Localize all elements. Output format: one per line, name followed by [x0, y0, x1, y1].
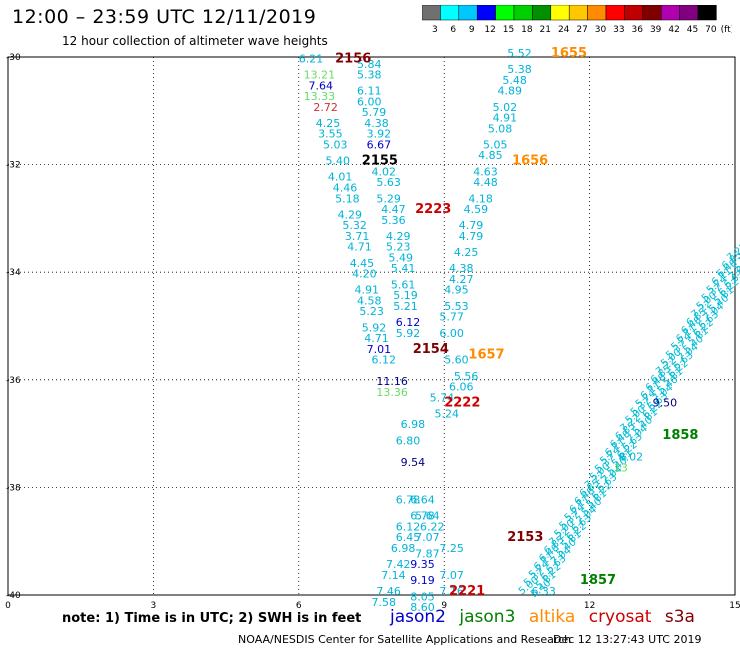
swh-value-label: 5.21 [393, 300, 418, 313]
swh-value-label: 7.07 [415, 531, 440, 544]
swh-value-label: 6.98 [391, 542, 416, 555]
swh-value-label: 4.48 [473, 176, 498, 189]
swh-value-label: 6.98 [401, 418, 426, 431]
swh-value-label: 6.33 [531, 585, 556, 598]
track-time-label: 2221 [449, 584, 485, 599]
swh-value-label: 5.23 [359, 305, 384, 318]
track-time-label: 2223 [415, 202, 451, 217]
swh-value-label: 4.59 [464, 203, 489, 216]
track-time-label: 2222 [444, 396, 480, 411]
track-time-label: 2154 [413, 342, 449, 357]
swh-value-label: 6.12 [372, 354, 397, 367]
track-time-label: 2155 [362, 154, 398, 169]
swh-value-label: 5.08 [488, 122, 513, 135]
track-time-label: 2153 [507, 530, 543, 545]
swh-value-label: 5.38 [357, 69, 382, 82]
track-time-label: 1858 [662, 428, 698, 443]
swh-value-label: 13.36 [376, 386, 408, 399]
legend-jason3: jason3 [459, 607, 515, 627]
y-tick-label: -38 [6, 483, 21, 493]
swh-value-label: 9.35 [410, 558, 435, 571]
swh-value-label: 5.41 [391, 262, 416, 275]
generated-timestamp: Dec 12 13:27:43 UTC 2019 [553, 633, 701, 646]
y-tick-label: -30 [6, 53, 21, 63]
swh-value-label: 9.50 [653, 397, 678, 410]
swh-value-label: 9.54 [401, 456, 426, 469]
legend-jason2: jason2 [390, 607, 446, 627]
legend-s3a: s3a [665, 607, 695, 627]
satellite-legend: jason2 jason3 altika cryosat s3a [390, 607, 703, 627]
swh-value-label: 5.18 [335, 192, 360, 205]
swh-value-label: 4.20 [352, 268, 377, 281]
legend-cryosat: cryosat [589, 607, 652, 627]
swh-labels: 6.21 5.84 13.21 5.38 7.64 6.11 13.33 6.00 2.72 5.… [299, 47, 677, 614]
track-time-label: 1657 [468, 347, 504, 362]
swh-value-label: 2.72 [313, 101, 338, 114]
legend-altika: altika [529, 607, 576, 627]
swh-value-label: 5.92 [396, 327, 421, 340]
swh-value-label: 4.71 [347, 241, 372, 254]
wave-height-map: 0 3 6 9 12 15-30-32-34-36-38-40 5.005.405.375.… [0, 0, 740, 650]
y-tick-label: -34 [6, 268, 21, 278]
swh-value-label: 4.25 [454, 246, 479, 259]
swh-value-label: 5.52 [507, 47, 532, 60]
track-time-label: 1857 [580, 573, 616, 588]
swh-value-label: 6.80 [396, 434, 421, 447]
swh-value-label: 7.25 [439, 542, 464, 555]
swh-value-label: 9.19 [410, 574, 435, 587]
swh-value-label: 4.85 [478, 149, 503, 162]
x-tick-label: 15 [729, 601, 740, 611]
swh-value-label: 6.21 [299, 52, 324, 65]
swh-value-label: 4.89 [498, 85, 522, 98]
swh-value-label: 13 [614, 461, 628, 474]
x-tick-label: 0 [5, 601, 11, 611]
swh-value-label: 4.79 [459, 230, 484, 243]
track-time-label: 1655 [551, 46, 587, 61]
units-note: note: 1) Time is in UTC; 2) SWH is in fe… [62, 611, 361, 626]
swh-value-label: 6.67 [367, 138, 392, 151]
y-tick-label: -36 [6, 376, 21, 386]
swh-value-label: 4.95 [444, 284, 469, 297]
swh-value-label: 5.63 [376, 176, 401, 189]
swh-value-label: 7.14 [381, 569, 406, 582]
swh-value-label: 6.00 [439, 327, 464, 340]
swh-value-label: 5.03 [323, 138, 348, 151]
credit-line: NOAA/NESDIS Center for Satellite Applica… [238, 633, 571, 646]
x-tick-label: 6 [296, 601, 302, 611]
swh-value-label: 5.36 [381, 214, 406, 227]
y-tick-label: -32 [6, 161, 21, 171]
swh-value-label: 5.40 [325, 155, 350, 168]
track-time-label: 2156 [335, 51, 371, 66]
swh-value-label: 6.64 [410, 494, 435, 507]
swh-value-label: 7.07 [439, 569, 464, 582]
swh-value-label: 5.77 [439, 311, 464, 324]
cryosat-track-band: 5.005.405.375.815.746.226.116.636.487.04… [517, 241, 740, 600]
track-time-label: 1656 [512, 154, 548, 169]
x-tick-label: 3 [151, 601, 157, 611]
y-tick-label: -40 [6, 591, 21, 601]
